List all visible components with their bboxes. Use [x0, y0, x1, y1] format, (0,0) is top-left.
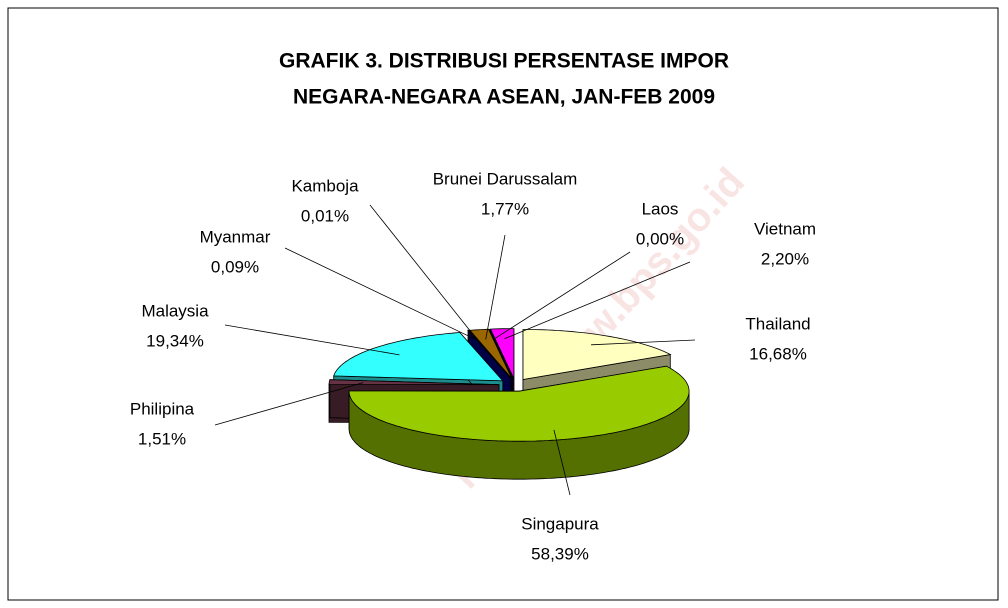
category-label: Philipina	[130, 399, 195, 418]
category-label: Singapura	[521, 514, 599, 533]
value-label: 0,00%	[636, 229, 684, 248]
value-label: 0,09%	[211, 257, 259, 276]
slice	[333, 332, 504, 382]
leader-line	[504, 261, 691, 340]
category-label: Brunei Darussalam	[433, 169, 578, 188]
value-label: 16,68%	[749, 344, 807, 363]
leader-line	[214, 382, 364, 426]
category-label: Malaysia	[141, 301, 209, 320]
labels: Thailand 16,68% Singapura 58,39% Philipina 1,…	[130, 169, 816, 563]
leader-line	[369, 204, 478, 341]
leader-line	[224, 324, 400, 356]
slice	[489, 328, 515, 379]
leader-line	[591, 339, 696, 346]
slice	[467, 330, 512, 380]
value-label: 1,51%	[138, 429, 186, 448]
chart-title: NEGARA-NEGARA ASEAN, JAN-FEB 2009	[293, 86, 715, 109]
slice	[328, 379, 500, 386]
value-label: 19,34%	[146, 331, 204, 350]
slice	[489, 328, 514, 379]
category-label: Myanmar	[200, 227, 271, 246]
chart-title: GRAFIK 3. DISTRIBUSI PERSENTASE IMPOR	[279, 50, 729, 73]
value-label: 0,01%	[301, 206, 349, 225]
pie	[328, 328, 690, 480]
category-label: Kamboja	[291, 176, 359, 195]
category-label: Vietnam	[754, 219, 816, 238]
chart-border	[7, 7, 999, 601]
slice	[522, 329, 672, 380]
leader-line	[493, 251, 631, 340]
category-label: Laos	[642, 199, 679, 218]
value-label: 58,39%	[531, 544, 589, 563]
leader-line	[553, 429, 571, 496]
value-label: 1,77%	[481, 199, 529, 218]
value-label: 2,20%	[761, 249, 809, 268]
leader-line	[485, 234, 506, 340]
category-label: Thailand	[745, 314, 810, 333]
leader-line	[284, 247, 478, 341]
slice	[348, 365, 690, 442]
